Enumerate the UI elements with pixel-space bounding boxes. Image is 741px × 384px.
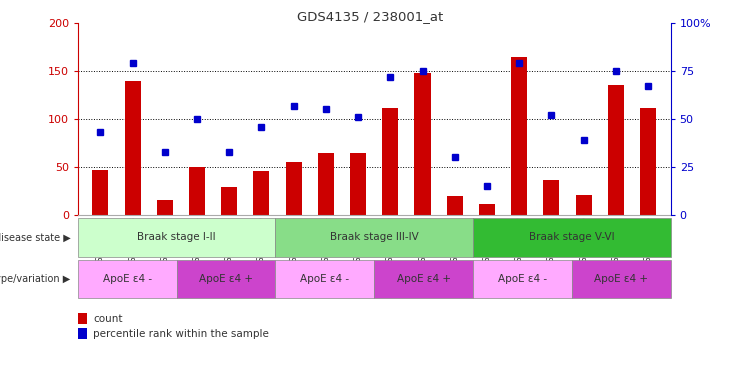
Bar — [253, 171, 270, 215]
Bar — [414, 73, 431, 215]
Bar — [124, 81, 141, 215]
Bar — [221, 187, 237, 215]
Bar — [640, 108, 656, 215]
Text: percentile rank within the sample: percentile rank within the sample — [93, 329, 269, 339]
Bar — [157, 200, 173, 215]
Bar — [382, 108, 399, 215]
Bar — [285, 162, 302, 215]
Bar — [511, 56, 528, 215]
Bar — [447, 196, 463, 215]
Text: Braak stage I-II: Braak stage I-II — [137, 232, 216, 242]
Text: ApoE ε4 -: ApoE ε4 - — [498, 274, 547, 284]
Text: genotype/variation ▶: genotype/variation ▶ — [0, 274, 70, 284]
Bar — [543, 180, 559, 215]
Bar — [318, 152, 334, 215]
Bar — [608, 86, 624, 215]
Bar — [576, 195, 591, 215]
Text: disease state ▶: disease state ▶ — [0, 232, 70, 242]
Bar — [479, 204, 495, 215]
Text: ApoE ε4 +: ApoE ε4 + — [199, 274, 253, 284]
Bar — [350, 152, 366, 215]
Text: count: count — [93, 314, 123, 324]
Text: ApoE ε4 +: ApoE ε4 + — [594, 274, 648, 284]
Text: GDS4135 / 238001_at: GDS4135 / 238001_at — [297, 10, 444, 23]
Text: Braak stage V-VI: Braak stage V-VI — [529, 232, 614, 242]
Bar — [93, 170, 108, 215]
Text: ApoE ε4 +: ApoE ε4 + — [396, 274, 451, 284]
Text: Braak stage III-IV: Braak stage III-IV — [330, 232, 419, 242]
Text: ApoE ε4 -: ApoE ε4 - — [300, 274, 349, 284]
Text: ApoE ε4 -: ApoE ε4 - — [103, 274, 152, 284]
Bar — [189, 167, 205, 215]
